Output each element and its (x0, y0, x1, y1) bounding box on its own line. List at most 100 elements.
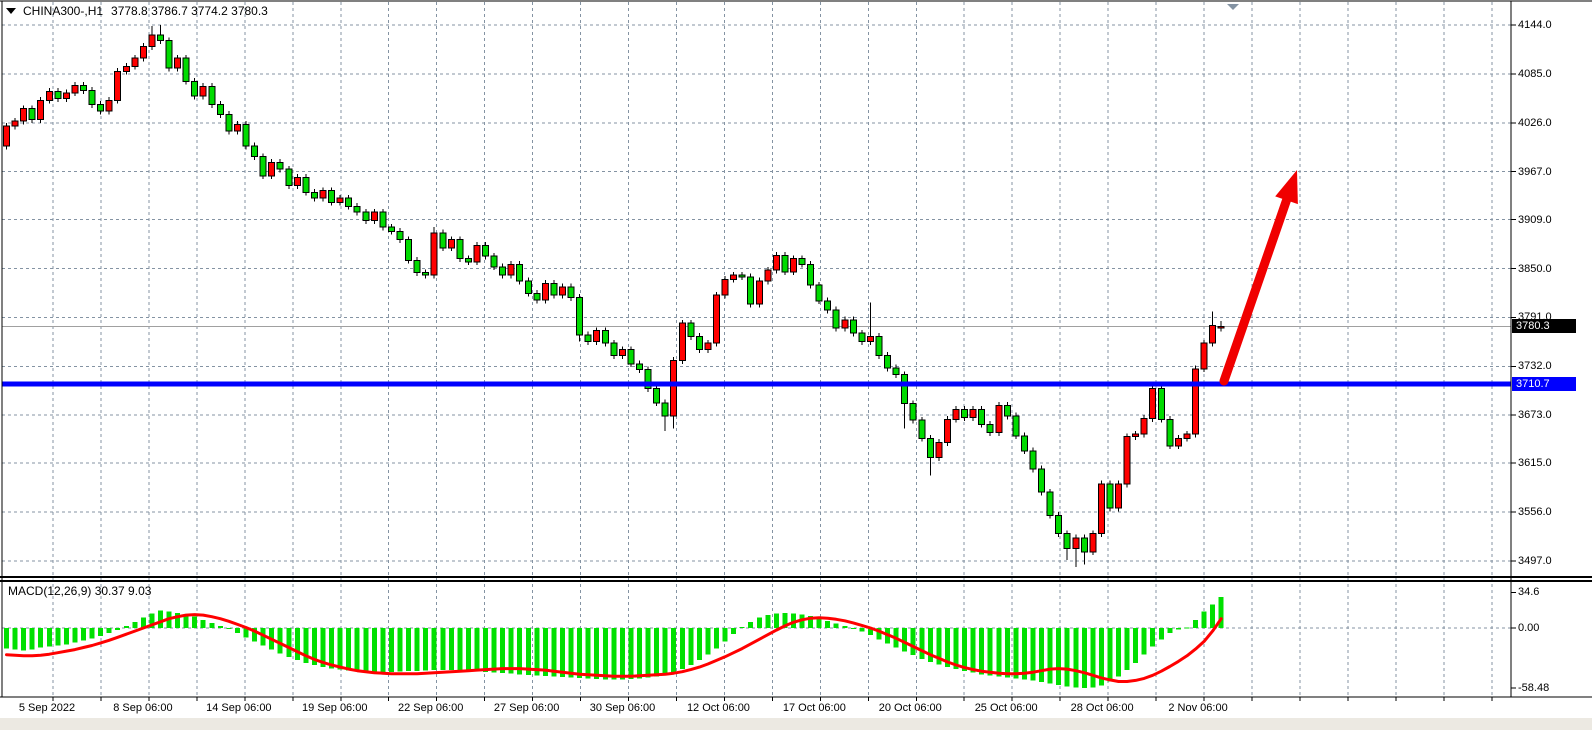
macd-histogram-bar (500, 628, 506, 674)
macd-histogram-bar (662, 628, 668, 675)
macd-histogram-bar (21, 628, 27, 651)
candle-body (97, 104, 105, 112)
macd-histogram-bar (1218, 596, 1224, 628)
candle-body (704, 342, 712, 351)
candle-body (738, 274, 746, 278)
candle-body (62, 92, 70, 100)
macd-histogram-bar (628, 628, 634, 679)
macd-histogram-bar (414, 628, 420, 672)
candle-body (627, 349, 635, 365)
macd-histogram-bar (63, 628, 69, 645)
candle-body (712, 294, 720, 344)
candle-body (1029, 450, 1037, 470)
time-axis-label: 20 Oct 06:00 (878, 702, 942, 714)
macd-histogram-bar (765, 615, 771, 628)
macd-histogram-bar (1073, 628, 1079, 688)
macd-histogram-bar (491, 628, 497, 673)
candle-body (473, 244, 481, 263)
time-axis-label: 22 Sep 06:00 (397, 702, 464, 714)
macd-histogram-bar (149, 613, 155, 628)
macd-signal-line (5, 613, 1223, 683)
macd-histogram-bar (320, 628, 326, 668)
macd-histogram-bar (354, 628, 360, 672)
macd-histogram-bar (748, 621, 754, 628)
ohlc-values-label: 3778.8 3786.7 3774.2 3780.3 (111, 4, 268, 18)
macd-histogram-bar (970, 628, 976, 673)
candle-body (978, 408, 986, 425)
candle-body (499, 266, 507, 276)
candle-body (781, 254, 789, 273)
macd-histogram-bar (38, 628, 44, 648)
candle-body (447, 239, 455, 249)
trend-arrow-shaft[interactable] (1219, 191, 1293, 386)
macd-histogram-bar (175, 613, 181, 628)
macd-histogram-bar (217, 625, 223, 628)
candle-body (1072, 537, 1080, 550)
candle-body (20, 108, 28, 122)
candle-body (28, 108, 36, 120)
candle-body (182, 57, 190, 82)
macd-histogram-bar (654, 628, 660, 677)
macd-histogram-bar (859, 628, 865, 632)
candle-body (370, 211, 378, 222)
price-axis-label: 3967.0 (1518, 165, 1552, 178)
macd-histogram-bar (568, 628, 574, 678)
candle-body (1183, 433, 1191, 439)
price-axis-label: 3850.0 (1518, 262, 1552, 275)
price-axis-label: 3732.0 (1518, 360, 1552, 373)
candle-body (866, 335, 874, 342)
macd-histogram-bar (371, 628, 377, 673)
macd-histogram-bar (910, 628, 916, 656)
macd-histogram-bar (594, 628, 600, 679)
macd-histogram-bar (465, 628, 471, 672)
candle-body (1217, 325, 1225, 329)
candle-body (961, 408, 969, 419)
candle-body (413, 259, 421, 274)
price-axis-label: 3497.0 (1518, 555, 1552, 567)
macd-histogram-bar (183, 614, 189, 628)
trend-arrow-head[interactable] (1275, 170, 1298, 205)
candle-body (216, 104, 224, 115)
symbol-dropdown-icon[interactable] (6, 8, 16, 14)
macd-histogram-bar (816, 618, 822, 628)
price-axis-label: 3909.0 (1518, 213, 1552, 226)
candle-body (208, 85, 216, 106)
candle-body (54, 90, 62, 100)
candle-body (661, 402, 669, 417)
price-axis-label: 3615.0 (1518, 457, 1552, 470)
candle-body (422, 272, 430, 276)
candle-body (550, 282, 558, 296)
macd-histogram-bar (192, 616, 198, 628)
candle-body (687, 322, 695, 337)
macd-histogram-bar (1098, 628, 1104, 686)
time-axis-label: 27 Sep 06:00 (493, 702, 560, 714)
time-axis-label: 12 Oct 06:00 (686, 702, 750, 714)
candle-body (1166, 418, 1174, 447)
macd-histogram-bar (517, 628, 523, 675)
candle-body (353, 205, 361, 213)
macd-histogram-bar (457, 628, 463, 671)
candle-body (1200, 342, 1208, 370)
candle-body (601, 330, 609, 344)
candle-body (482, 244, 490, 257)
macd-histogram-bar (89, 628, 95, 639)
candle-body (379, 211, 387, 228)
macd-histogram-bar (1056, 628, 1062, 686)
candle-body (884, 355, 892, 369)
macd-histogram-bar (1116, 628, 1122, 677)
macd-histogram-bar (98, 628, 104, 637)
candle-body (593, 330, 601, 342)
macd-histogram-bar (679, 628, 685, 670)
macd-histogram-bar (944, 628, 950, 668)
candle-body (464, 258, 472, 263)
macd-histogram-bar (688, 628, 694, 666)
macd-histogram-bar (448, 628, 454, 671)
macd-histogram-bar (611, 628, 617, 680)
chart-shift-marker-icon[interactable] (1227, 4, 1239, 10)
candle-body (439, 232, 447, 249)
candle-body (695, 335, 703, 351)
time-axis-label: 2 Nov 06:00 (1168, 702, 1228, 714)
candle-body (328, 190, 336, 203)
